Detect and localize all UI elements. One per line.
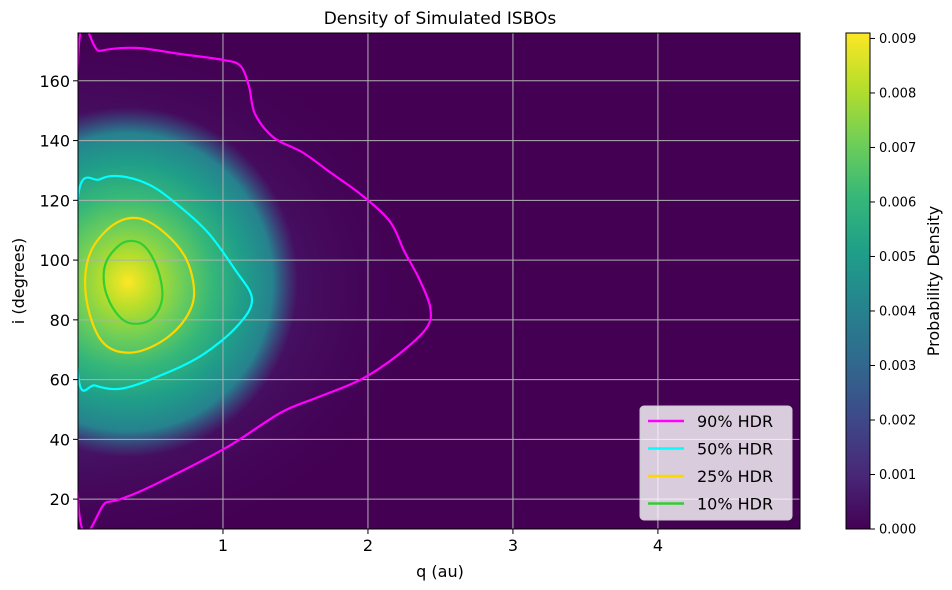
y-tick-label-3: 80 — [50, 311, 70, 330]
y-tick-label-6: 140 — [39, 132, 70, 151]
y-tick-label-1: 40 — [50, 430, 70, 449]
y-axis-label: i (degrees) — [9, 238, 28, 324]
contour-25-hdr2 — [84, 216, 196, 354]
colorbar-tick-label-9: 0.009 — [879, 32, 916, 47]
legend-box — [639, 405, 793, 521]
legend-items: 90% HDR 50% HDR 25% HDR 10% HDR — [648, 412, 773, 514]
y-tick-label-7: 160 — [39, 72, 70, 91]
colorbar-tick-label-2: 0.002 — [879, 413, 916, 428]
legend-label-3: 10% HDR — [697, 495, 773, 514]
colorbar-tick-label-6: 0.006 — [879, 195, 916, 210]
colorbar-label: Probability Density — [924, 206, 943, 357]
legend-label-2: 25% HDR — [697, 467, 773, 486]
colorbar: 0.000 0.001 0.002 0.003 0.004 0.005 0.006 0.007… — [845, 32, 943, 538]
density-core — [78, 107, 298, 457]
colorbar-tick-label-1: 0.001 — [879, 468, 916, 483]
y-tick-label-5: 120 — [39, 191, 70, 210]
colorbar-tick-label-5: 0.005 — [879, 250, 916, 265]
y-tick-label-2: 60 — [50, 371, 70, 390]
colorbar-tick-label-7: 0.007 — [879, 141, 916, 156]
colorbar-tick-label-3: 0.003 — [879, 359, 916, 374]
contour-90-hdr0 — [78, 33, 433, 529]
contour-50-hdr1 — [78, 174, 254, 392]
chart-title: Density of Simulated ISBOs — [324, 9, 557, 29]
x-axis-label: q (au) — [416, 562, 464, 581]
x-axis-ticks: 1 2 3 4 — [218, 529, 663, 555]
legend: 90% HDR 50% HDR 25% HDR 10% HDR — [639, 405, 793, 521]
x-tick-label-2: 3 — [508, 536, 518, 555]
contour-10-hdr3 — [102, 239, 164, 325]
y-tick-label-0: 20 — [50, 490, 70, 509]
colorbar-tick-label-0: 0.000 — [879, 523, 916, 538]
colorbar-gradient — [845, 32, 871, 530]
legend-label-0: 90% HDR — [697, 412, 773, 431]
density-field — [78, 33, 800, 529]
y-tick-label-4: 100 — [39, 251, 70, 270]
colorbar-ticks: 0.000 0.001 0.002 0.003 0.004 0.005 0.006 0.007… — [870, 32, 916, 538]
x-tick-label-0: 1 — [218, 536, 228, 555]
legend-label-1: 50% HDR — [697, 440, 773, 459]
hdr-contours — [78, 33, 433, 529]
colorbar-tick-label-4: 0.004 — [879, 304, 916, 319]
plot-frame — [77, 32, 801, 530]
y-axis-ticks: 20 40 60 80 100 120 140 160 — [39, 72, 78, 509]
x-tick-label-3: 4 — [653, 536, 663, 555]
colorbar-tick-label-8: 0.008 — [879, 86, 916, 101]
x-tick-label-1: 2 — [363, 536, 373, 555]
